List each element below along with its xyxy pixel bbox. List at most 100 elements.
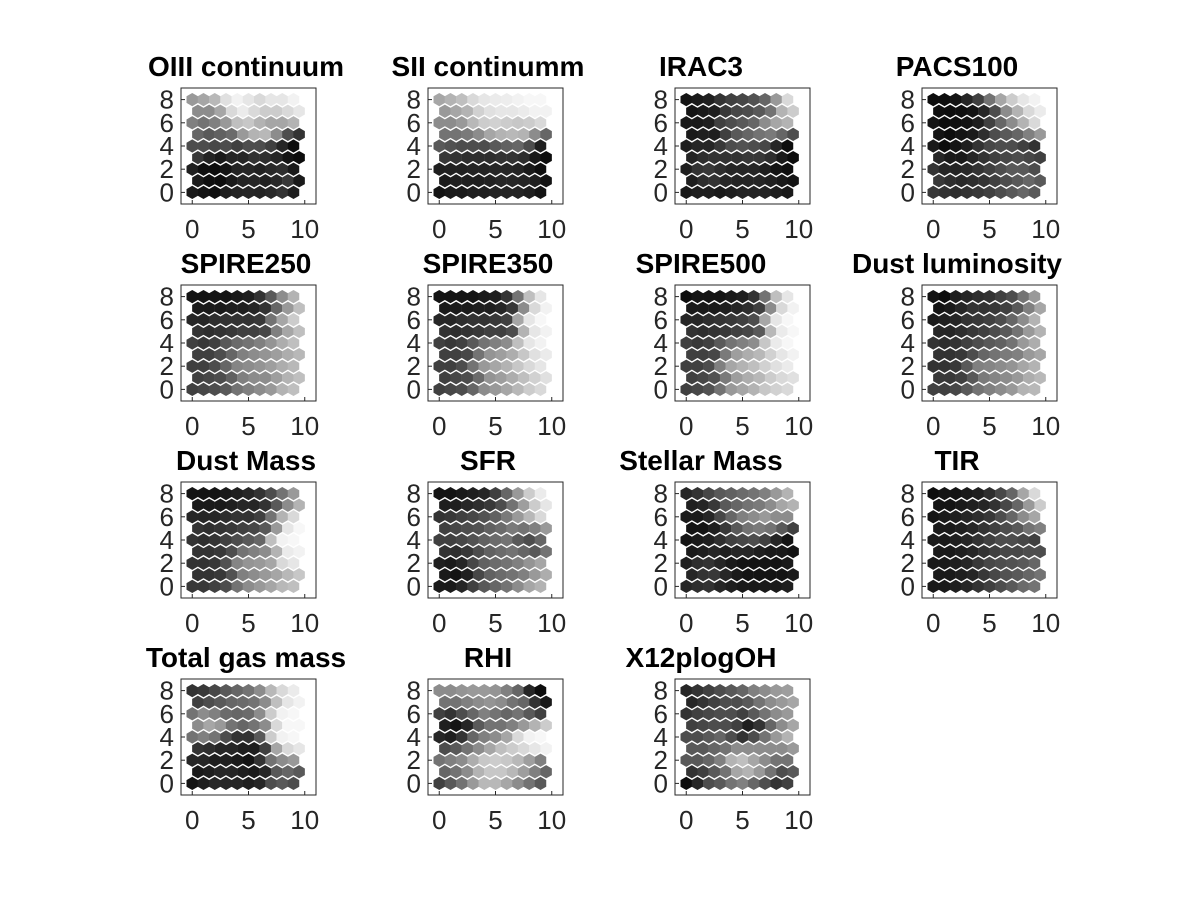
hex-cell: [439, 371, 451, 385]
hex-cell: [759, 382, 771, 397]
hex-cell: [731, 521, 743, 536]
x-tick-label: 10: [537, 411, 566, 441]
x-tick-label: 10: [784, 805, 813, 835]
hex-cell: [192, 174, 204, 188]
hex-cell: [276, 776, 288, 791]
hex-cell: [248, 568, 260, 582]
hex-cell: [680, 162, 692, 176]
hex-cell: [433, 185, 445, 200]
hex-cell: [265, 359, 277, 373]
hex-cell: [293, 324, 305, 339]
hex-cell: [197, 116, 210, 130]
hex-cell: [725, 486, 737, 501]
hex-cell: [225, 150, 238, 165]
y-tick-label: 8: [901, 85, 915, 115]
hex-cell: [197, 162, 210, 176]
hex-cell: [776, 104, 788, 118]
hex-cell: [242, 486, 255, 501]
hex-cell: [1006, 313, 1018, 327]
hex-cell: [933, 174, 945, 188]
hex-cell: [950, 533, 962, 547]
hex-cell: [439, 741, 451, 756]
y-tick-label: 6: [160, 305, 174, 335]
hex-cell: [534, 336, 547, 350]
hex-cell: [736, 289, 749, 304]
y-tick-label: 0: [654, 374, 668, 404]
hex-cell: [209, 289, 221, 304]
hex-cell: [209, 336, 221, 350]
x-tick-label: 0: [679, 805, 693, 835]
hex-cell: [450, 765, 462, 779]
hex-cell: [186, 336, 198, 350]
hex-cell: [197, 359, 210, 373]
hex-cell: [506, 498, 519, 512]
hex-cell: [495, 718, 507, 733]
hex-cell: [938, 382, 951, 397]
hex-cell: [1011, 174, 1024, 188]
hex-cell: [703, 707, 715, 721]
hex-cell: [529, 718, 541, 733]
hex-cell: [703, 92, 715, 107]
hex-cell: [703, 486, 715, 501]
y-tick-label: 6: [407, 502, 421, 532]
hex-cell: [708, 371, 721, 385]
hex-cell: [489, 313, 502, 327]
hex-cell: [282, 765, 294, 779]
y-tick-label: 8: [654, 85, 668, 115]
hex-cell: [989, 104, 1001, 118]
hex-cell: [703, 533, 715, 547]
hex-cell: [719, 174, 732, 188]
hex-cell: [523, 707, 535, 721]
hex-cell: [501, 683, 513, 698]
hex-cell: [472, 301, 485, 315]
hex-cell: [708, 347, 721, 362]
hex-cell: [978, 301, 990, 315]
hex-cell: [259, 371, 272, 385]
hex-cell: [983, 486, 996, 501]
hex-cell: [512, 116, 524, 130]
hex-cell: [955, 498, 968, 512]
hex-cell: [450, 174, 462, 188]
hex-cell: [489, 486, 502, 501]
hex-cell: [753, 741, 766, 756]
hex-cell: [472, 544, 485, 559]
hex-cell: [972, 359, 984, 373]
hex-cell: [781, 313, 794, 327]
hex-cell: [1023, 371, 1035, 385]
hex-cell: [983, 289, 996, 304]
chart-title: SII continumm: [392, 51, 585, 82]
y-tick-label: 0: [407, 374, 421, 404]
hex-cell: [472, 174, 485, 188]
hex-cell: [259, 544, 272, 559]
hex-cell: [725, 382, 737, 397]
hex-cell: [461, 174, 474, 188]
hex-cell: [237, 568, 249, 582]
hex-cell: [214, 347, 227, 362]
hex-cell: [680, 707, 692, 721]
hex-cell: [220, 313, 232, 327]
hex-cell: [197, 730, 210, 744]
hex-cell: [781, 730, 794, 744]
hex-cell: [978, 498, 990, 512]
hex-cell: [776, 498, 788, 512]
hex-cell: [708, 741, 721, 756]
hex-cell: [927, 92, 939, 107]
hex-cell: [529, 174, 541, 188]
hex-cell: [450, 150, 462, 165]
hex-cell: [265, 336, 277, 350]
hex-cell: [736, 359, 749, 373]
y-tick-label: 6: [160, 502, 174, 532]
hex-cell: [1017, 139, 1029, 153]
hex-cell: [276, 92, 288, 107]
hex-cell: [495, 371, 507, 385]
x-tick-label: 5: [735, 411, 749, 441]
hex-cell: [287, 776, 300, 791]
hex-cell: [523, 289, 535, 304]
hex-cell: [686, 324, 698, 339]
hex-cell: [927, 139, 939, 153]
hex-cell: [978, 150, 990, 165]
hex-cell: [276, 730, 288, 744]
x-tick-label: 5: [241, 214, 255, 244]
hex-cell: [972, 510, 984, 524]
